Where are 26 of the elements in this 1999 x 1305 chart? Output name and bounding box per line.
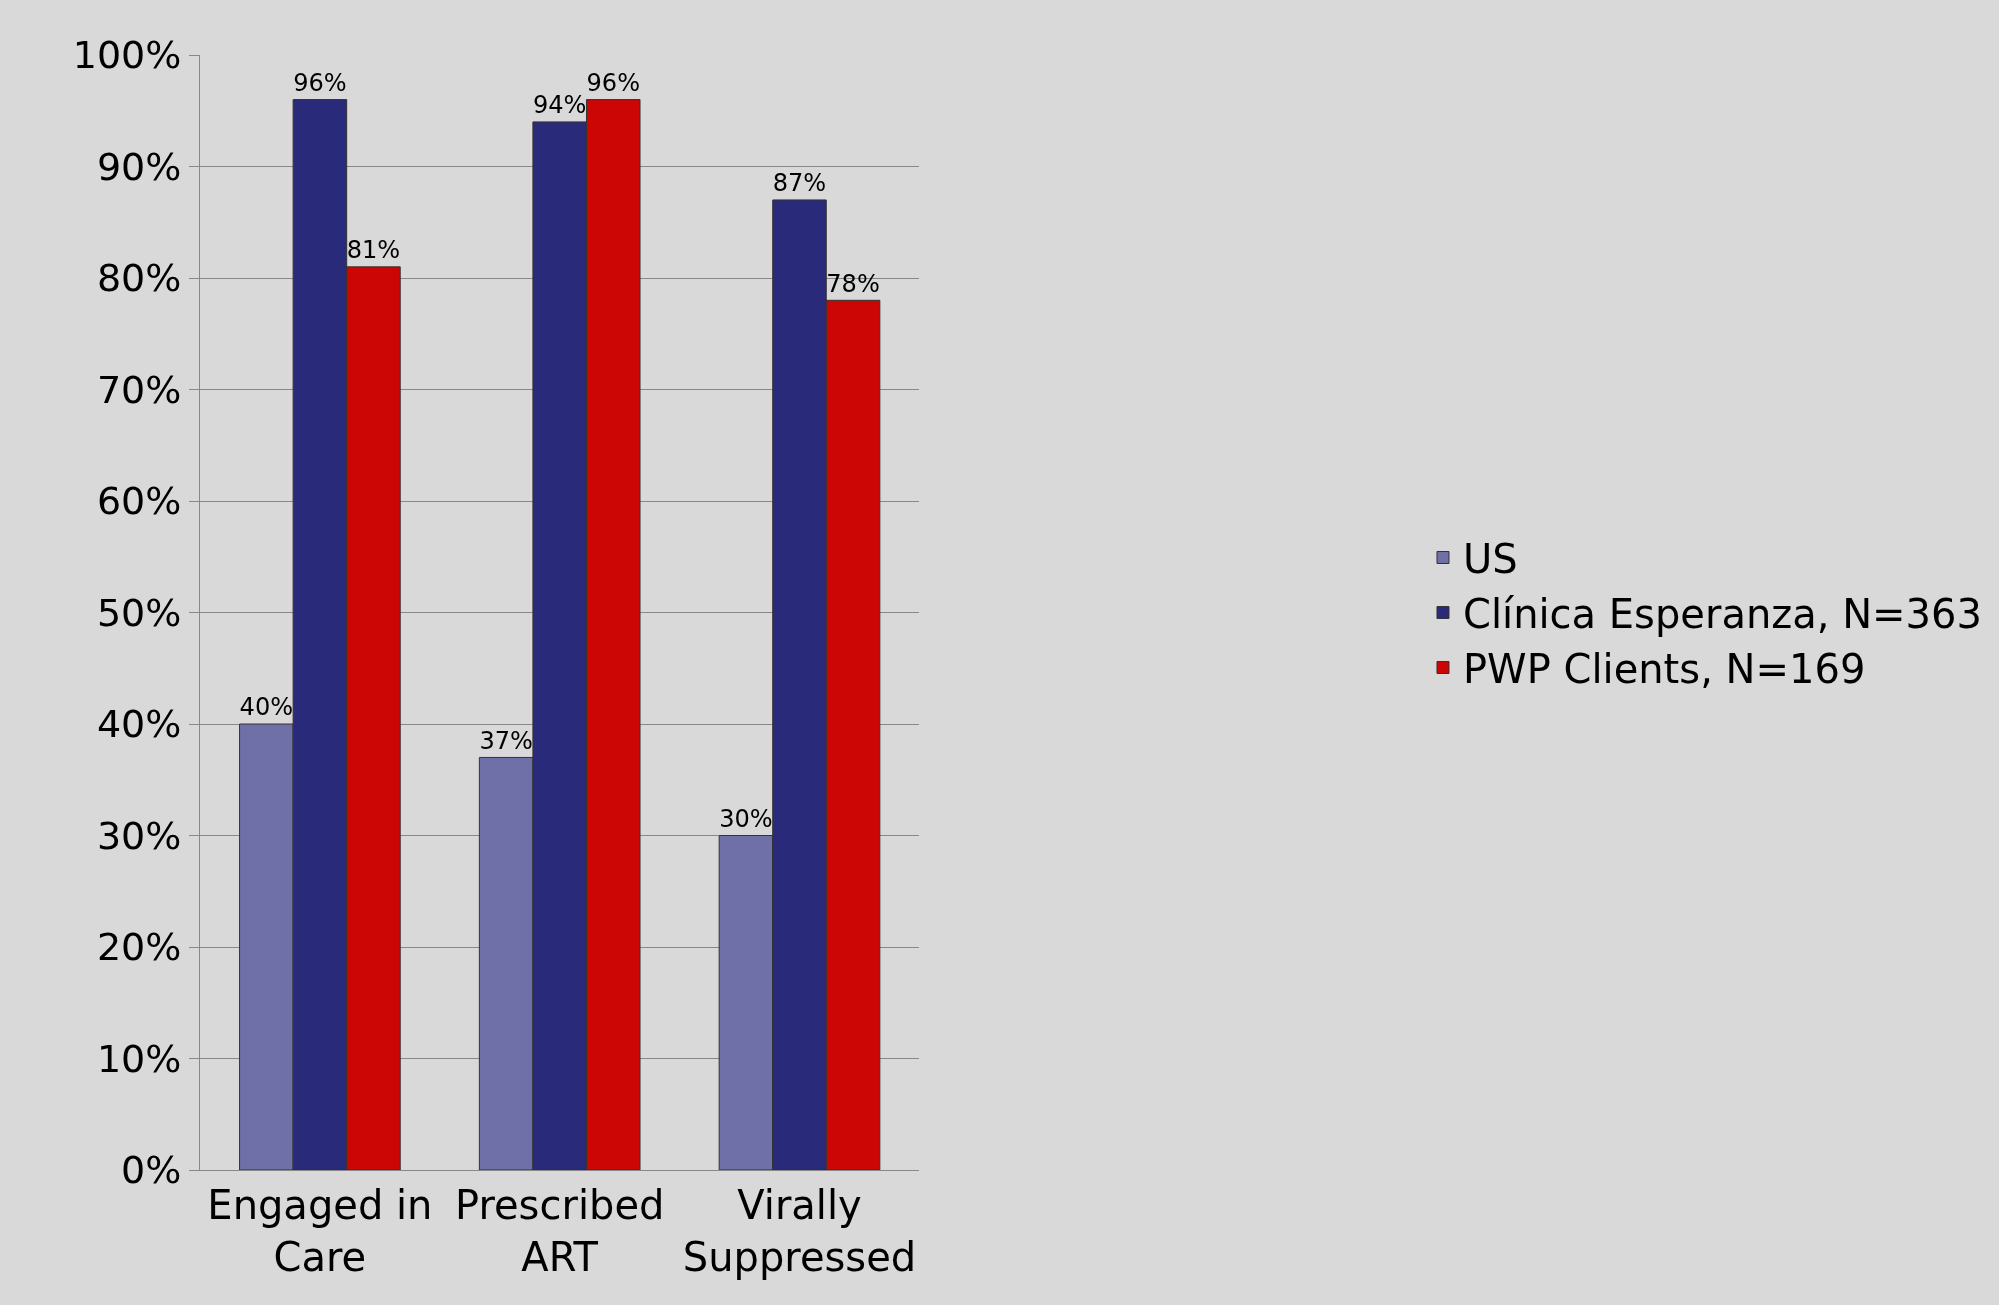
text: 94% — [532, 91, 587, 120]
y-tick-label: 10% — [96, 1036, 182, 1081]
y-tick-label: 40% — [96, 702, 182, 747]
text: 87% — [772, 169, 827, 198]
legend-label: US — [1462, 536, 1518, 583]
text: 96% — [586, 68, 641, 97]
y-tick-label: 60% — [96, 479, 182, 524]
text: 37% — [479, 726, 533, 755]
text: 81% — [346, 236, 401, 265]
x-tick-label: Prescribed ART — [455, 1182, 665, 1280]
y-tick-label: 70% — [96, 367, 182, 412]
x-tick-label: Virally Suppressed — [682, 1182, 917, 1280]
legend-label: PWP Clients, N=169 — [1462, 646, 1866, 693]
y-tick-label: 100% — [72, 33, 182, 78]
text: 96% — [293, 68, 347, 97]
legend-label: Clínica Esperanza, N=363 — [1462, 591, 1982, 638]
y-tick-label: 80% — [96, 256, 182, 301]
y-tick-label: 20% — [96, 925, 182, 970]
x-tick-label: Engaged in Care — [207, 1182, 433, 1280]
y-tick-label: 30% — [96, 813, 182, 858]
y-tick-label: 0% — [121, 1148, 182, 1193]
y-tick-label: 50% — [96, 590, 182, 635]
y-tick-label: 90% — [96, 144, 182, 189]
text: 40% — [239, 693, 294, 722]
text: 78% — [826, 269, 880, 298]
text: 30% — [719, 804, 773, 833]
